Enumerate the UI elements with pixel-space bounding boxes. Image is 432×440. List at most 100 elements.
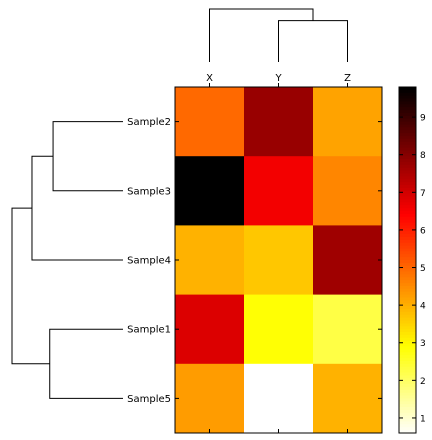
colorbar-segment: [399, 98, 416, 103]
colorbar-segment: [399, 303, 416, 307]
colorbar-segment: [399, 378, 416, 382]
colorbar-segment: [399, 228, 416, 232]
row-label: Sample2: [127, 117, 171, 128]
colorbar-segment: [399, 277, 416, 281]
colorbar-segment: [399, 124, 416, 128]
colorbar-segment: [399, 340, 416, 345]
colorbar-segment: [399, 193, 416, 198]
colorbar-segment: [399, 107, 416, 111]
colorbar-segment: [399, 326, 416, 330]
colorbar-segment: [399, 427, 416, 431]
colorbar: 1 2 3 4 5 6 7 8 9: [398, 86, 426, 434]
colorbar-segment: [399, 173, 416, 177]
colorbar-segment: [399, 280, 416, 284]
colorbar-segment: [399, 352, 416, 356]
colorbar-segment: [399, 112, 416, 117]
colorbar-segment: [399, 231, 416, 235]
heatmap-cell: [244, 294, 314, 365]
dendrogram-link: [49, 328, 123, 399]
colorbar-segment: [399, 300, 416, 304]
colorbar-segment: [399, 248, 416, 252]
colorbar-segment: [399, 161, 416, 166]
colorbar-segment: [399, 141, 416, 146]
colorbar-segment: [399, 366, 416, 371]
colorbar-segment: [399, 430, 416, 434]
colorbar-segment: [399, 196, 416, 201]
colorbar-segment: [399, 418, 416, 423]
colorbar-segment: [399, 176, 416, 180]
column-dendrogram: [209, 8, 348, 62]
colorbar-segment: [399, 349, 416, 353]
colorbar-segment: [399, 89, 416, 94]
dendrogram-link: [209, 8, 314, 62]
colorbar-segment: [399, 346, 416, 350]
colorbar-segment: [399, 164, 416, 169]
colorbar-segment: [399, 358, 416, 362]
colorbar-segment: [399, 314, 416, 319]
colorbar-segment: [399, 285, 416, 290]
row-dendrogram: [11, 121, 123, 399]
colorbar-segment: [399, 294, 416, 299]
row-label: Sample3: [127, 186, 171, 197]
colorbar-segment: [399, 395, 416, 399]
colorbar-segment: [399, 268, 416, 273]
colorbar-segment: [399, 225, 416, 229]
colorbar-tick-label: 3: [420, 339, 426, 349]
colorbar-segment: [399, 401, 416, 405]
dendrogram-link: [278, 20, 348, 62]
colorbar-segment: [399, 245, 416, 250]
colorbar-segment: [399, 297, 416, 301]
colorbar-segment: [399, 392, 416, 397]
row-labels: Sample2 Sample3 Sample4 Sample1 Sample5: [127, 117, 171, 405]
colorbar-segment: [399, 372, 416, 376]
column-label: Z: [344, 73, 351, 84]
heatmap-cell: [313, 294, 383, 365]
colorbar-segment: [399, 144, 416, 149]
colorbar-segment: [399, 205, 416, 209]
colorbar-segment: [399, 219, 416, 224]
colorbar-segment: [399, 262, 416, 267]
colorbar-segment: [399, 389, 416, 394]
colorbar-segment: [399, 334, 416, 339]
colorbar-segment: [399, 127, 416, 131]
colorbar-segment: [399, 87, 416, 91]
colorbar-tick-label: 9: [420, 114, 426, 124]
dendrogram-link: [52, 121, 123, 192]
colorbar-segment: [399, 242, 416, 247]
colorbar-tick-label: 4: [420, 302, 426, 312]
colorbar-segment: [399, 254, 416, 258]
colorbar-segment: [399, 110, 416, 114]
heatmap-cell: [313, 156, 383, 226]
colorbar-segment: [399, 167, 416, 172]
colorbar-segment: [399, 133, 416, 137]
colorbar-segment: [399, 306, 416, 310]
colorbar-tick-label: 5: [420, 264, 426, 274]
heatmap-cell: [175, 225, 245, 296]
colorbar-segment: [399, 190, 416, 195]
colorbar-segment: [399, 222, 416, 226]
column-labels: X Y Z: [206, 73, 351, 84]
colorbar-segment: [399, 415, 416, 420]
colorbar-segment: [399, 291, 416, 296]
colorbar-segment: [399, 398, 416, 402]
colorbar-segment: [399, 121, 416, 126]
colorbar-segment: [399, 412, 416, 417]
colorbar-segment: [399, 187, 416, 192]
colorbar-segment: [399, 115, 416, 120]
colorbar-tick-label: 7: [420, 189, 426, 199]
column-label: Y: [274, 73, 282, 84]
colorbar-segment: [399, 156, 416, 160]
colorbar-segment: [399, 147, 416, 152]
colorbar-tick-label: 2: [420, 377, 426, 387]
colorbar-segment: [399, 265, 416, 270]
heatmap-cell: [244, 87, 314, 157]
row-label: Sample5: [127, 394, 171, 405]
row-label: Sample1: [127, 325, 171, 336]
colorbar-segment: [399, 138, 416, 143]
colorbar-segment: [399, 182, 416, 186]
colorbar-segment: [399, 92, 416, 97]
heatmap-cell: [175, 294, 245, 365]
colorbar-segment: [399, 329, 416, 333]
colorbar-segment: [399, 199, 416, 203]
colorbar-segment: [399, 185, 416, 189]
